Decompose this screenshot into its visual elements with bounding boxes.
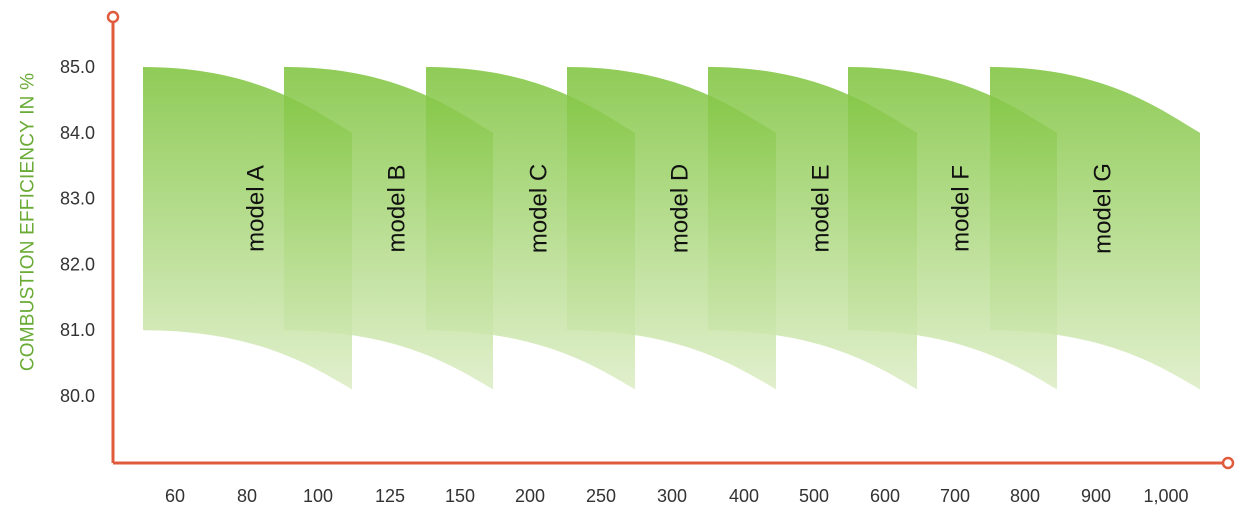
- y-tick-labels: 85.0 84.0 83.0 82.0 81.0 80.0: [60, 57, 95, 406]
- y-tick-label: 81.0: [60, 320, 95, 340]
- band-label: model E: [808, 164, 835, 252]
- band-model-g: [990, 67, 1200, 390]
- y-axis-end-marker: [106, 10, 120, 24]
- x-tick-label: 700: [940, 486, 970, 506]
- band-label: model F: [948, 165, 975, 252]
- band-label: model A: [243, 165, 270, 252]
- x-tick-label: 500: [799, 486, 829, 506]
- y-tick-label: 85.0: [60, 57, 95, 77]
- band-label: model D: [667, 164, 694, 253]
- x-tick-label: 300: [657, 486, 687, 506]
- x-tick-label: 400: [729, 486, 759, 506]
- x-tick-label: 800: [1010, 486, 1040, 506]
- x-tick-label: 80: [237, 486, 257, 506]
- x-tick-label: 600: [870, 486, 900, 506]
- band-label: model C: [526, 164, 553, 253]
- y-axis-label: COMBUSTION EFFICIENCY IN %: [18, 73, 39, 371]
- model-bands: model A model B model C model D model E model…: [143, 67, 1200, 390]
- x-tick-label: 60: [165, 486, 185, 506]
- y-tick-label: 83.0: [60, 189, 95, 209]
- x-axis-end-marker: [1221, 456, 1235, 470]
- x-tick-label: 1,000: [1143, 486, 1188, 506]
- x-tick-label: 900: [1081, 486, 1111, 506]
- y-tick-label: 82.0: [60, 254, 95, 274]
- y-tick-label: 84.0: [60, 123, 95, 143]
- y-tick-label: 80.0: [60, 386, 95, 406]
- x-tick-label: 250: [586, 486, 616, 506]
- x-tick-label: 125: [375, 486, 405, 506]
- x-tick-labels: 60 80 100 125 150 200 250 300 400 500 600 700 800 900…: [165, 486, 1189, 506]
- axes: [106, 10, 1235, 470]
- x-tick-label: 200: [515, 486, 545, 506]
- band-label: model G: [1090, 163, 1117, 254]
- x-tick-label: 100: [303, 486, 333, 506]
- x-tick-label: 150: [445, 486, 475, 506]
- band-label: model B: [384, 164, 411, 252]
